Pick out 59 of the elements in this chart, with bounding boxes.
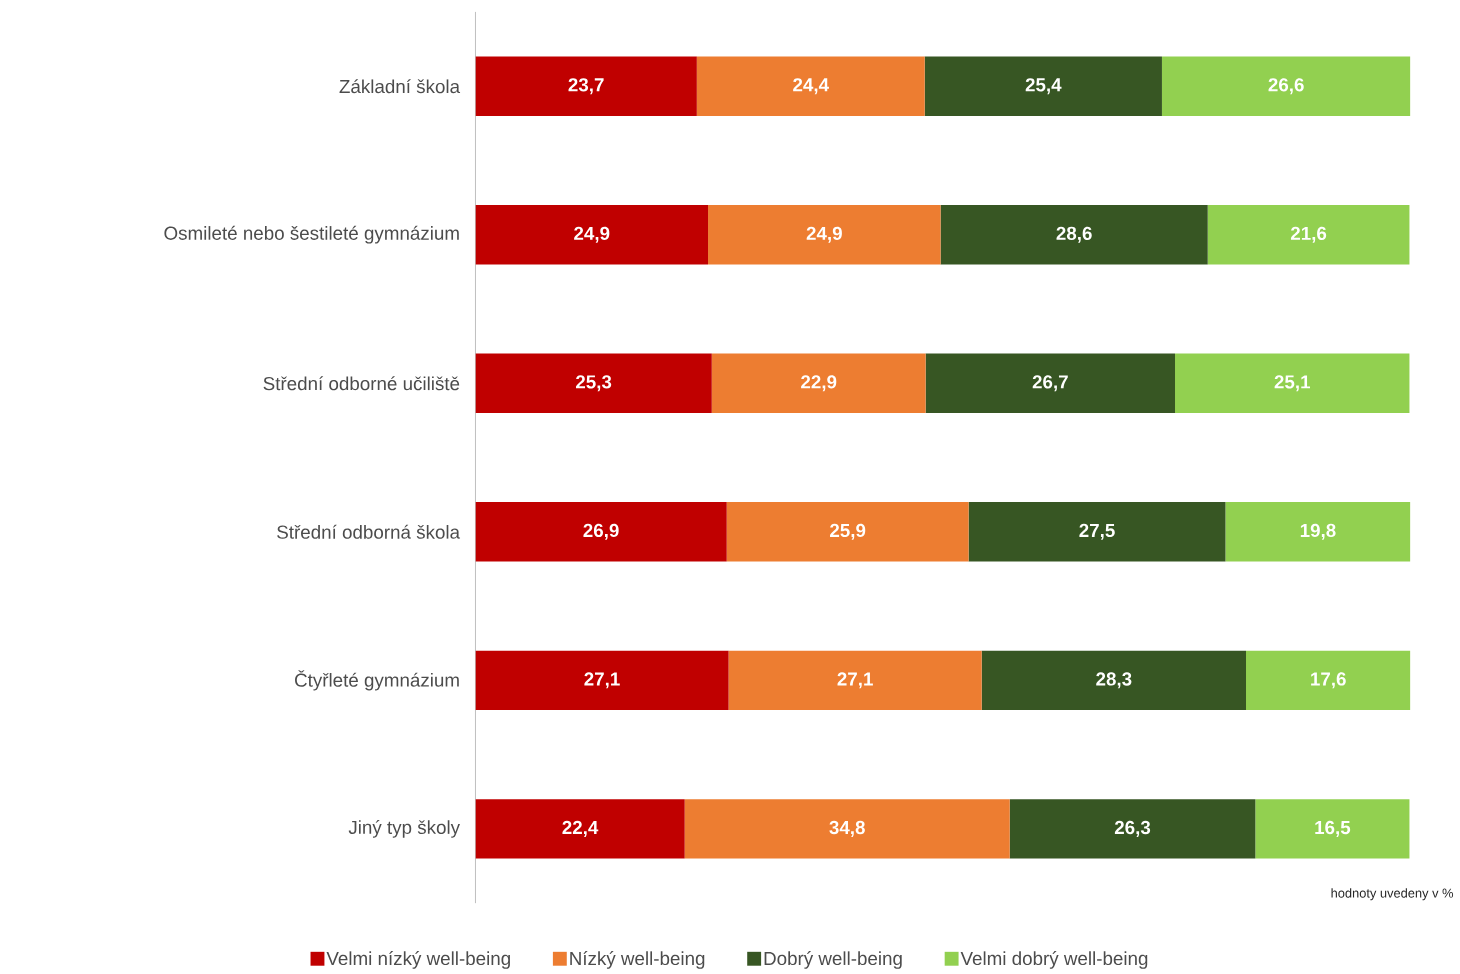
data-label: 27,1: [837, 672, 873, 689]
data-label: 25,9: [830, 523, 866, 540]
data-label: 17,6: [1311, 672, 1346, 689]
bar: [475, 56, 697, 117]
data-label: 24,9: [806, 226, 842, 243]
data-label: 26,7: [1032, 375, 1068, 392]
data-label: 26,3: [1114, 821, 1151, 838]
bar: [1161, 56, 1411, 117]
bar: [711, 353, 926, 414]
bar: [726, 502, 969, 562]
data-label: 26,9: [583, 523, 619, 540]
legend-label: Dobrý well-being: [764, 951, 902, 970]
bar: [1225, 502, 1411, 562]
data-label: 25,3: [575, 375, 612, 392]
y-tick-label: Střední odborná škola: [277, 524, 461, 539]
bar: [1246, 650, 1411, 711]
bar: [1009, 799, 1256, 859]
data-label: 24,9: [574, 226, 610, 243]
bar: [728, 650, 982, 711]
y-tick-label: Střední odborné učiliště: [263, 376, 460, 391]
legend-label: Velmi dobrý well-being: [960, 951, 1148, 970]
data-label: 27,5: [1079, 523, 1115, 540]
bar: [475, 205, 709, 265]
bar: [925, 353, 1176, 414]
bar: [981, 650, 1247, 711]
bar: [1207, 205, 1410, 265]
data-label: 25,1: [1274, 375, 1310, 392]
bar: [1255, 799, 1410, 859]
data-label: 19,8: [1300, 523, 1336, 540]
bar: [475, 502, 727, 562]
bar: [1175, 353, 1410, 414]
bar: [924, 56, 1162, 117]
bar: [684, 799, 1010, 859]
bar: [968, 502, 1226, 562]
legend-label: Nízký well-being: [570, 951, 705, 970]
bar: [475, 799, 685, 859]
bar: [475, 650, 729, 711]
data-label: 23,7: [568, 78, 604, 95]
data-label: 16,5: [1315, 821, 1351, 838]
y-tick-label: Základní škola: [339, 79, 461, 94]
bar: [708, 205, 941, 265]
data-label: 26,6: [1268, 78, 1304, 95]
legend-label: Velmi nízký well-being: [326, 951, 510, 970]
bar: [940, 205, 1208, 265]
data-label: 25,4: [1025, 78, 1062, 95]
y-tick-label: Čtyřleté gymnázium: [295, 670, 459, 691]
data-label: 28,3: [1096, 672, 1132, 689]
data-label: 34,8: [829, 821, 865, 838]
y-tick-label: Jiný typ školy: [348, 820, 460, 838]
y-tick-label: Osmileté nebo šestileté gymnázium: [164, 226, 459, 244]
data-label: 24,4: [793, 78, 829, 95]
data-label: 28,6: [1056, 226, 1092, 243]
bar: [696, 56, 925, 117]
data-label: 21,6: [1290, 226, 1327, 243]
data-label: 27,1: [584, 672, 620, 689]
data-label: 22,4: [562, 821, 599, 838]
data-label: 22,9: [801, 375, 837, 392]
annotation: hodnoty uvedeny v %: [1331, 888, 1454, 901]
bar: [475, 353, 712, 414]
